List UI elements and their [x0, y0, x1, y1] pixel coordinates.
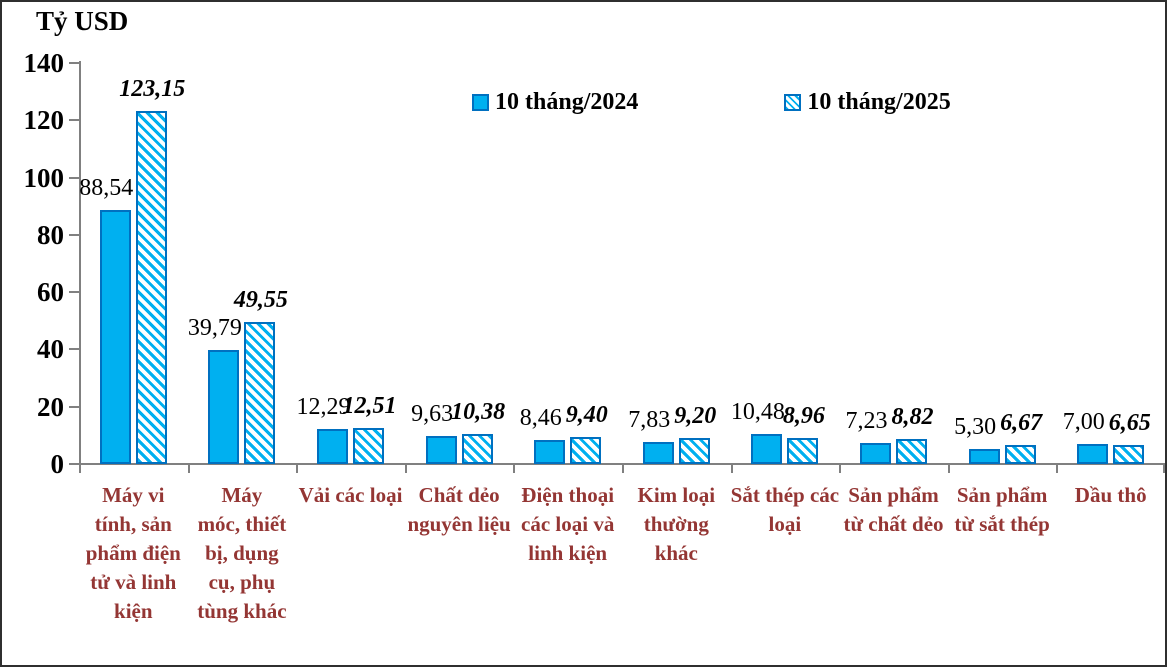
bar-2025 — [678, 438, 710, 464]
bar-2025 — [787, 438, 819, 464]
value-label-2025: 9,40 — [565, 402, 608, 428]
legend-item-2024: 10 tháng/2024 — [472, 89, 638, 116]
y-axis-tick — [69, 348, 79, 351]
y-axis-tick — [69, 119, 79, 122]
category-label: Kim loại thường khác — [637, 483, 716, 565]
y-axis-tick-label: 20 — [37, 391, 64, 422]
category-label: Máy vi tính, sản phẩm điện tử và linh ki… — [85, 483, 181, 623]
y-axis-tick — [69, 405, 79, 408]
bar-2025 — [461, 434, 493, 464]
bar-2025 — [570, 437, 602, 464]
bar-2024 — [317, 429, 348, 464]
y-axis-tick — [69, 463, 79, 465]
bar-2025 — [1113, 445, 1145, 464]
bar-2024 — [1077, 444, 1109, 464]
category-label: Điện thoại các loại và linh kiện — [521, 483, 615, 565]
y-axis-tick — [69, 291, 79, 294]
bar-2024 — [642, 442, 674, 464]
y-axis-tick — [69, 233, 79, 236]
bar-2025 — [135, 111, 167, 464]
x-axis-tick — [187, 464, 190, 473]
category-label: Sản phẩm từ sắt thép — [954, 483, 1050, 536]
legend: 10 tháng/2024 10 tháng/2025 — [472, 88, 951, 116]
bar-2025 — [353, 428, 384, 464]
x-axis-tick — [513, 464, 516, 473]
x-axis-tick — [839, 464, 842, 473]
legend-label-2025: 10 tháng/2025 — [807, 88, 951, 115]
y-axis-line — [79, 61, 81, 465]
bar-2024 — [99, 210, 131, 464]
legend-label-2024: 10 tháng/2024 — [495, 88, 639, 115]
x-axis-tick — [79, 464, 81, 473]
x-axis-tick — [947, 464, 950, 473]
y-axis-tick — [69, 176, 79, 179]
value-label-2025: 12,51 — [342, 393, 397, 419]
bar-2025 — [896, 439, 927, 464]
chart-unit-title: Tỷ USD — [36, 6, 129, 36]
value-label-2025: 123,15 — [119, 76, 186, 102]
x-axis-tick — [296, 464, 299, 473]
legend-swatch-solid-icon — [472, 93, 489, 111]
value-label-2025: 8,82 — [891, 404, 934, 430]
y-axis-tick-label: 60 — [37, 277, 64, 308]
value-label-2025: 9,20 — [674, 403, 717, 429]
bar-2024 — [534, 440, 566, 464]
value-label-2024: 7,83 — [628, 407, 671, 433]
y-axis-tick-label: 0 — [50, 449, 65, 479]
x-axis-tick — [1163, 464, 1165, 473]
category-label: Chất dẻo nguyên liệu — [407, 483, 511, 536]
bar-2025 — [1004, 445, 1036, 464]
value-label-2024: 9,63 — [411, 401, 454, 427]
category-label: Sắt thép các loại — [730, 483, 840, 536]
y-axis-tick — [69, 62, 79, 64]
x-axis-tick — [1056, 464, 1059, 473]
category-label: Máy móc, thiết bị, dụng cụ, phụ tùng khá… — [197, 483, 287, 623]
bar-2024 — [208, 350, 240, 464]
value-label-2024: 7,00 — [1062, 409, 1105, 435]
bar-2024 — [751, 434, 783, 464]
bar-2024 — [425, 436, 457, 464]
value-label-2025: 8,96 — [782, 403, 825, 429]
value-label-2024: 12,29 — [296, 394, 351, 420]
value-label-2025: 10,38 — [451, 399, 506, 425]
x-axis-tick — [404, 464, 407, 473]
value-label-2024: 5,30 — [954, 414, 997, 440]
value-label-2024: 88,54 — [79, 175, 134, 201]
legend-item-2025: 10 tháng/2025 — [784, 88, 951, 116]
value-label-2024: 39,79 — [187, 315, 242, 341]
x-axis-tick — [622, 464, 624, 473]
bar-2024 — [860, 443, 891, 464]
legend-swatch-hatched-icon — [784, 93, 802, 111]
category-label: Vải các loại — [298, 483, 403, 507]
bar-2025 — [244, 322, 276, 464]
y-axis-tick-label: 120 — [23, 105, 65, 136]
category-label: Dầu thô — [1074, 483, 1147, 507]
y-axis-tick-label: 40 — [37, 334, 64, 365]
x-axis-tick — [730, 464, 733, 473]
value-label-2025: 6,67 — [1000, 410, 1043, 436]
value-label-2025: 49,55 — [233, 287, 288, 313]
value-label-2024: 10,48 — [730, 399, 785, 425]
value-label-2024: 8,46 — [519, 405, 562, 431]
y-axis-tick-label: 80 — [37, 219, 64, 250]
y-axis-tick-label: 100 — [23, 162, 65, 193]
y-axis-tick-label: 140 — [23, 48, 65, 78]
bar-2024 — [968, 449, 1000, 464]
value-label-2024: 7,23 — [845, 408, 888, 434]
value-label-2025: 6,65 — [1108, 410, 1151, 436]
category-label: Sản phẩm từ chất dẻo — [843, 483, 944, 536]
